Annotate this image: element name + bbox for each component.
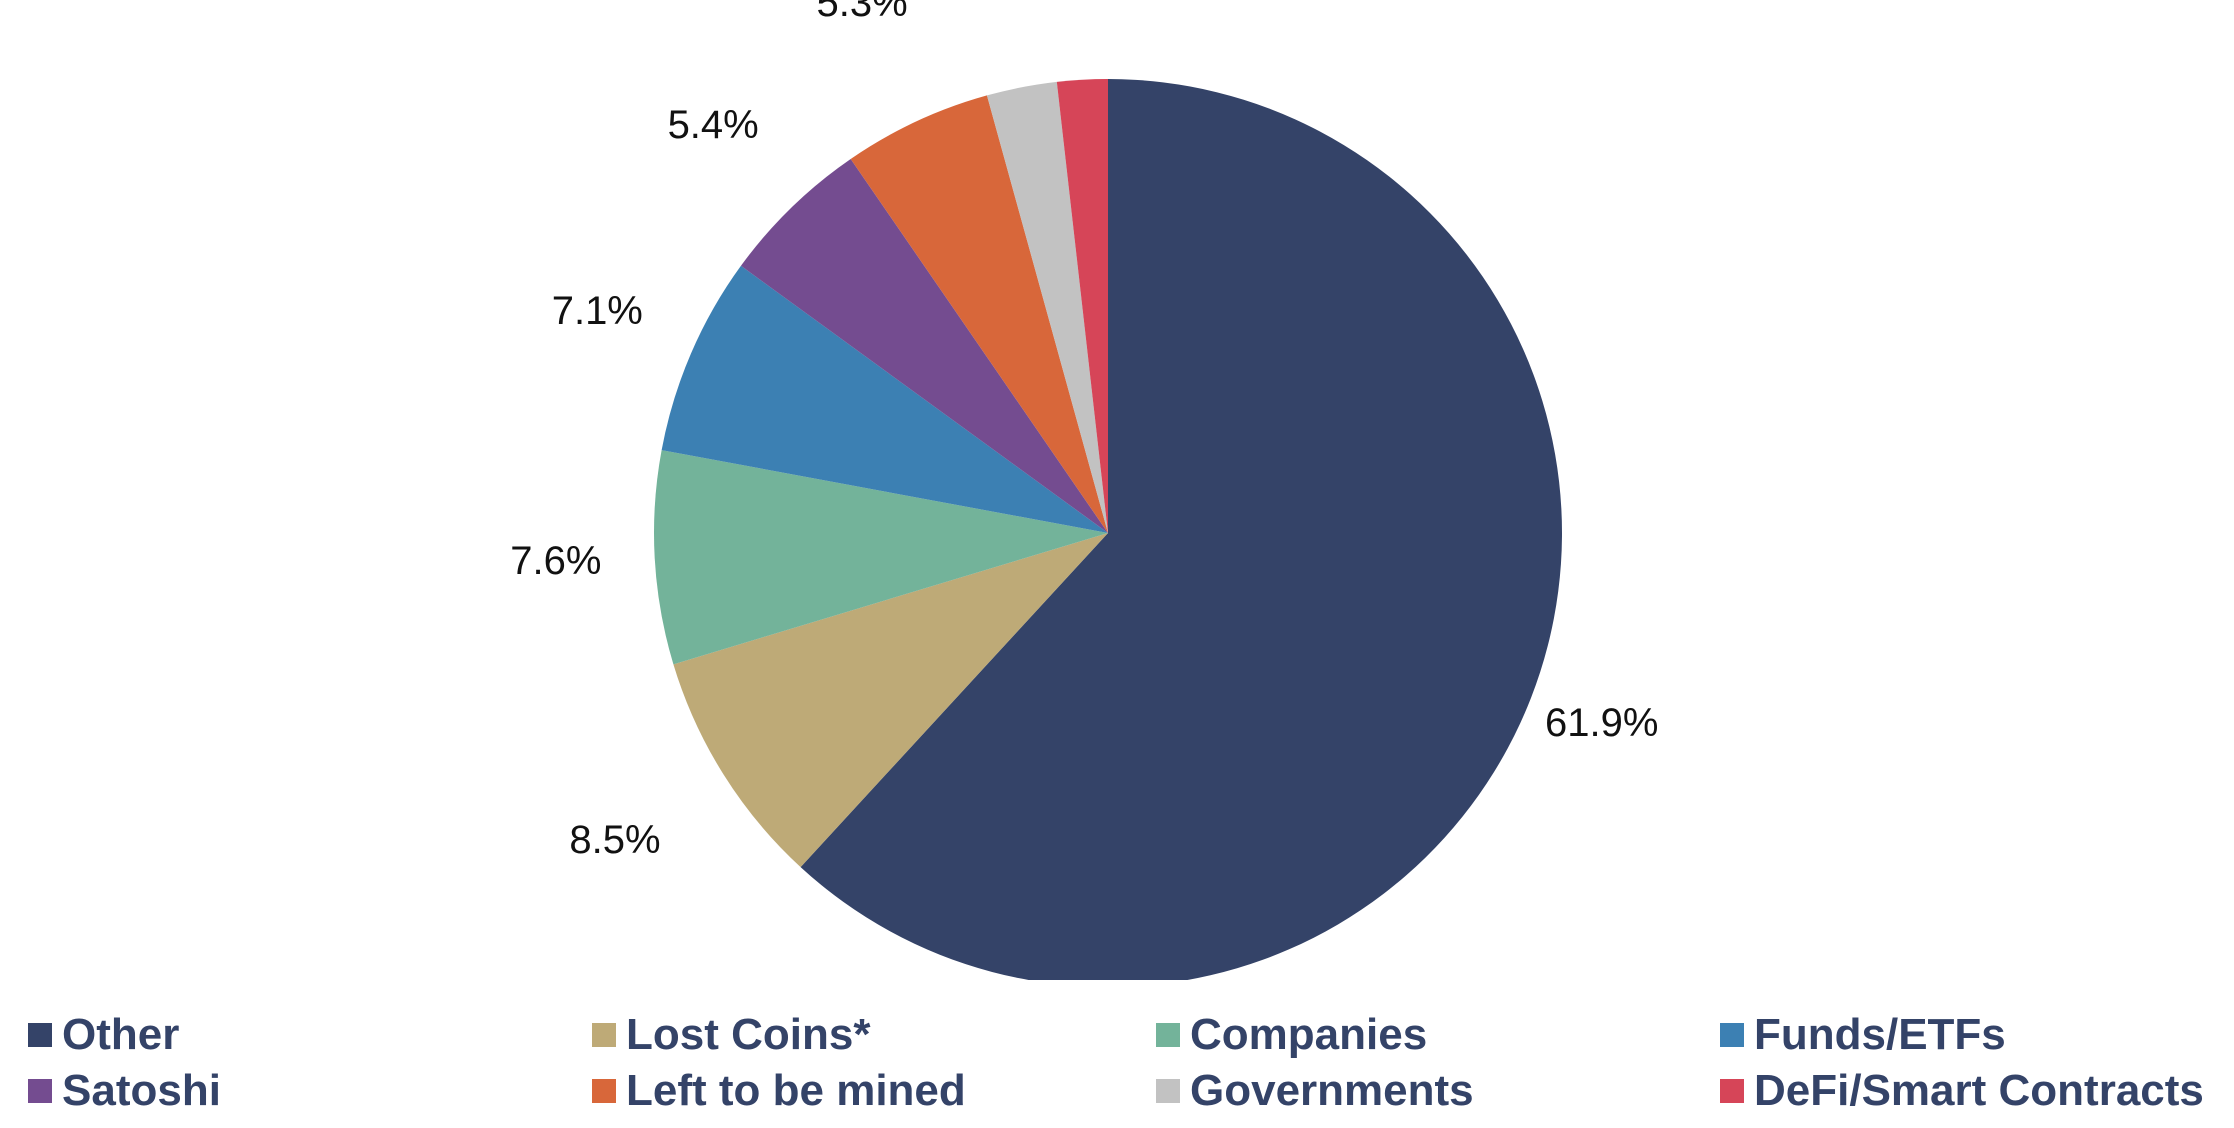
legend-item-companies: Companies	[1156, 1010, 1720, 1060]
pie-slice-left-to-be-mined	[850, 95, 1108, 533]
legend-item-left-to-be-mined: Left to be mined	[592, 1066, 1156, 1116]
legend-label-companies: Companies	[1190, 1010, 1428, 1059]
legend-label-satoshi: Satoshi	[62, 1066, 221, 1115]
pie-labels: 61.9%8.5%7.6%7.1%5.4%5.3%2.5%1.8%	[510, 0, 1658, 862]
pie-chart: 61.9%8.5%7.6%7.1%5.4%5.3%2.5%1.8%	[510, 0, 1658, 980]
legend-label-left-to-be-mined: Left to be mined	[626, 1066, 966, 1115]
legend-label-funds-etfs: Funds/ETFs	[1754, 1010, 2006, 1059]
legend-item-funds-etfs: Funds/ETFs	[1720, 1010, 2228, 1060]
legend-item-lost-coins: Lost Coins*	[592, 1010, 1156, 1060]
legend-swatch-defi-smart-contracts	[1720, 1079, 1744, 1103]
legend-label-lost-coins: Lost Coins*	[626, 1010, 871, 1059]
legend-item-defi-smart-contracts: DeFi/Smart Contracts	[1720, 1066, 2228, 1116]
legend-swatch-left-to-be-mined	[592, 1079, 616, 1103]
data-label-other: 61.9%	[1545, 701, 1658, 745]
pie-slice-funds-etfs	[661, 265, 1108, 533]
legend-swatch-other	[28, 1023, 52, 1047]
pie-slice-companies	[654, 450, 1108, 665]
pie-slice-other	[800, 79, 1562, 980]
pie-slice-governments	[986, 81, 1108, 533]
pie-slice-satoshi	[740, 158, 1108, 534]
data-label-satoshi: 5.4%	[668, 103, 759, 147]
pie-slices	[654, 79, 1562, 980]
data-label-lost-coins: 8.5%	[569, 818, 660, 862]
pie-slice-defi-smart-contracts	[1056, 79, 1108, 533]
legend-item-governments: Governments	[1156, 1066, 1720, 1116]
legend-swatch-funds-etfs	[1720, 1023, 1744, 1047]
legend-swatch-lost-coins	[592, 1023, 616, 1047]
legend-label-defi-smart-contracts: DeFi/Smart Contracts	[1754, 1066, 2204, 1115]
legend-item-other: Other	[28, 1010, 592, 1060]
legend-label-other: Other	[62, 1010, 180, 1059]
legend-label-governments: Governments	[1190, 1066, 1474, 1115]
legend-item-satoshi: Satoshi	[28, 1066, 592, 1116]
legend: Other Lost Coins* Companies Funds/ETFs S…	[28, 1010, 2228, 1116]
legend-swatch-governments	[1156, 1079, 1180, 1103]
data-label-left-to-be-mined: 5.3%	[816, 0, 907, 25]
legend-swatch-companies	[1156, 1023, 1180, 1047]
data-label-companies: 7.6%	[510, 539, 601, 583]
legend-swatch-satoshi	[28, 1079, 52, 1103]
data-label-funds-etfs: 7.1%	[552, 289, 643, 333]
pie-slice-lost-coins	[673, 533, 1108, 868]
